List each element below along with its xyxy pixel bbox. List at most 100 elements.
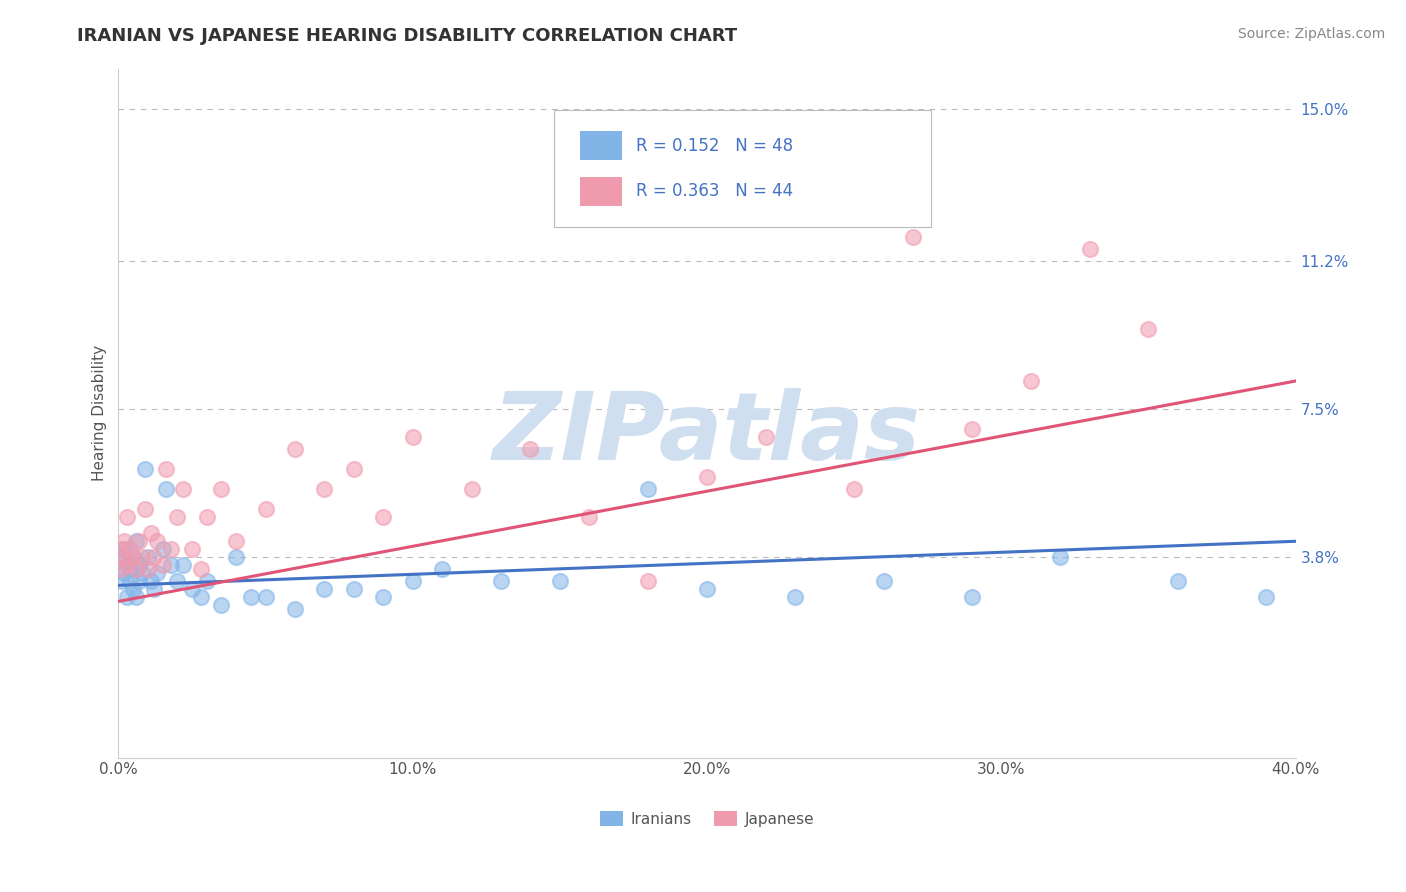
Point: [131, 550, 153, 565]
Point: [110, 550, 132, 565]
Point: [519, 442, 541, 457]
Point: [112, 542, 135, 557]
FancyBboxPatch shape: [579, 131, 623, 161]
Point: [254, 502, 277, 516]
Point: [314, 482, 336, 496]
Point: [110, 562, 132, 576]
Text: ZIPatlas: ZIPatlas: [494, 388, 921, 480]
Point: [785, 591, 807, 605]
Point: [122, 582, 145, 597]
Point: [145, 566, 167, 581]
Point: [254, 591, 277, 605]
Point: [1019, 374, 1042, 388]
Point: [166, 510, 188, 524]
Point: [402, 430, 425, 444]
Point: [314, 582, 336, 597]
Point: [122, 550, 145, 565]
Point: [145, 534, 167, 549]
Point: [402, 574, 425, 589]
Point: [117, 558, 139, 573]
Point: [166, 574, 188, 589]
Point: [578, 510, 600, 524]
Point: [1256, 591, 1278, 605]
Point: [190, 591, 212, 605]
Point: [155, 462, 177, 476]
Point: [637, 574, 659, 589]
Point: [125, 562, 148, 576]
Point: [755, 430, 778, 444]
Point: [373, 591, 395, 605]
Point: [172, 558, 194, 573]
Point: [117, 591, 139, 605]
Text: Source: ZipAtlas.com: Source: ZipAtlas.com: [1237, 27, 1385, 41]
Point: [152, 558, 174, 573]
Point: [152, 542, 174, 557]
Point: [155, 482, 177, 496]
Point: [128, 534, 150, 549]
Point: [696, 470, 718, 484]
Point: [872, 574, 894, 589]
Point: [117, 558, 139, 573]
Point: [142, 582, 165, 597]
Point: [195, 510, 218, 524]
Point: [125, 591, 148, 605]
FancyBboxPatch shape: [579, 177, 623, 206]
Point: [901, 229, 924, 244]
Point: [960, 591, 983, 605]
Point: [120, 574, 142, 589]
Point: [1049, 550, 1071, 565]
Text: R = 0.363   N = 44: R = 0.363 N = 44: [637, 182, 793, 200]
Point: [209, 482, 232, 496]
Point: [190, 562, 212, 576]
Point: [225, 534, 247, 549]
Point: [131, 566, 153, 581]
Point: [120, 562, 142, 576]
Point: [195, 574, 218, 589]
Point: [637, 482, 659, 496]
Point: [110, 574, 132, 589]
Legend: Iranians, Japanese: Iranians, Japanese: [593, 805, 821, 832]
Point: [112, 566, 135, 581]
Point: [343, 462, 366, 476]
Point: [181, 542, 204, 557]
Point: [548, 574, 571, 589]
Text: R = 0.152   N = 48: R = 0.152 N = 48: [637, 136, 793, 154]
Point: [128, 574, 150, 589]
Point: [136, 550, 159, 565]
Point: [112, 534, 135, 549]
Point: [1078, 242, 1101, 256]
Point: [1137, 322, 1160, 336]
Point: [160, 558, 183, 573]
Text: IRANIAN VS JAPANESE HEARING DISABILITY CORRELATION CHART: IRANIAN VS JAPANESE HEARING DISABILITY C…: [77, 27, 738, 45]
Point: [112, 550, 135, 565]
Point: [373, 510, 395, 524]
Point: [136, 562, 159, 576]
Point: [134, 462, 156, 476]
Point: [225, 550, 247, 565]
Point: [110, 542, 132, 557]
Point: [284, 442, 307, 457]
Point: [139, 526, 162, 541]
Point: [1167, 574, 1189, 589]
Point: [122, 550, 145, 565]
Point: [139, 574, 162, 589]
Point: [117, 510, 139, 524]
Point: [430, 562, 453, 576]
Y-axis label: Hearing Disability: Hearing Disability: [93, 345, 107, 481]
Point: [134, 502, 156, 516]
Point: [172, 482, 194, 496]
Point: [960, 422, 983, 436]
Point: [844, 482, 866, 496]
Point: [128, 558, 150, 573]
FancyBboxPatch shape: [554, 110, 931, 227]
Point: [284, 602, 307, 616]
Point: [343, 582, 366, 597]
Point: [181, 582, 204, 597]
Point: [142, 550, 165, 565]
Point: [125, 534, 148, 549]
Point: [696, 582, 718, 597]
Point: [120, 542, 142, 557]
Point: [209, 599, 232, 613]
Point: [160, 542, 183, 557]
Point: [489, 574, 512, 589]
